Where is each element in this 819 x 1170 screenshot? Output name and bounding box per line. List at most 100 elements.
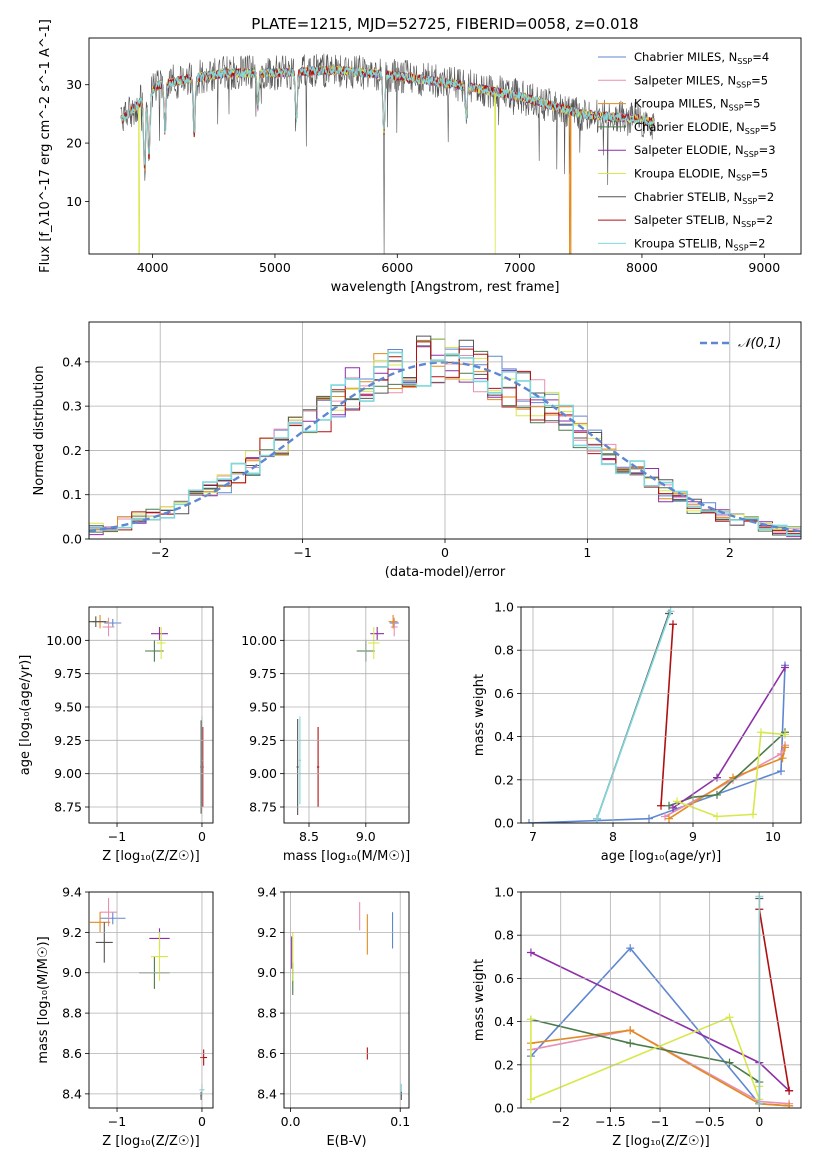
plot-area: [296, 615, 399, 815]
axes-massweight_vs_age: 7 8 9 10 0.0 0.2 0.4 0.6 0.8 1.0 age [log₁₀(age/yr…: [472, 600, 802, 864]
x-tick-label: 8.5: [299, 829, 319, 844]
errorbar-point-8: [200, 1049, 208, 1066]
x-tick-label: 0.0: [281, 1114, 301, 1129]
x-axis-label: Z [log₁₀(Z/Z☉)]: [612, 1134, 709, 1149]
legend-label-subscript: SSP: [734, 243, 749, 252]
axes-frame: [520, 891, 802, 1109]
weight-line-6: [530, 1016, 761, 1101]
errorbar-point-7: [316, 727, 320, 807]
weight-marker: [673, 797, 681, 806]
x-tick-label: 0: [198, 1114, 206, 1129]
y-tick-label: 0.8: [494, 928, 514, 943]
weight-line-4: [668, 731, 786, 807]
weight-marker: [526, 1015, 535, 1024]
y-tick-label: 0.0: [62, 532, 82, 547]
x-tick-label: 7000: [504, 260, 536, 275]
legend-label-text: Chabrier ELODIE, N: [634, 120, 745, 134]
x-tick-label: 7: [529, 829, 537, 844]
legend-label-subscript: SSP: [744, 150, 759, 159]
x-tick-label: −2: [551, 1114, 569, 1129]
weight-marker: [725, 1058, 734, 1067]
y-tick-label: 0.8: [494, 643, 514, 658]
errorbar-point-1: [100, 912, 126, 925]
weight-marker: [777, 767, 785, 776]
x-axis-label: wavelength [Angstrom, rest frame]: [331, 280, 560, 295]
legend-label-9: Kroupa STELIB, NSSP=2: [634, 236, 765, 252]
x-tick-label: −2: [151, 545, 169, 560]
errorbar-point-2: [102, 617, 115, 637]
weight-marker: [781, 730, 789, 739]
errorbar-point-8: [298, 716, 302, 805]
y-tick-label: 8.4: [257, 1086, 277, 1101]
y-tick-label: 9.0: [257, 965, 277, 980]
legend-label-text: Chabrier MILES, N: [634, 50, 737, 64]
legend-label-text: Kroupa STELIB, N: [634, 236, 734, 250]
weight-line-2: [530, 1029, 790, 1105]
weight-line-4: [530, 1018, 760, 1083]
x-tick-label: 9: [689, 829, 697, 844]
legend-label-1: Chabrier MILES, NSSP=4: [634, 50, 769, 66]
axes-massweight_vs_Z: −2 −1.5 −1 −0.5 0 0.0 0.2 0.4 0.6 0.8 1.0 Z [log₁₀(…: [472, 885, 802, 1149]
y-tick-label: 9.75: [249, 666, 277, 681]
weight-marker: [781, 743, 789, 752]
legend-label-n: =4: [752, 50, 769, 64]
axes-frame: [88, 891, 214, 1109]
x-tick-label: −0.5: [694, 1114, 724, 1129]
x-tick-label: −1: [108, 1114, 126, 1129]
weight-marker: [785, 1101, 794, 1108]
y-tick-label: 20: [66, 136, 82, 151]
x-axis-label: E(B-V): [326, 1134, 366, 1149]
axes-frame: [88, 606, 214, 824]
y-tick-label: 0.2: [62, 443, 82, 458]
y-tick-label: 0.0: [494, 1101, 514, 1116]
legend-label-n: =2: [749, 236, 766, 250]
legend-label-5: Salpeter ELODIE, NSSP=3: [634, 143, 776, 159]
y-axis-label: mass weight: [472, 674, 487, 756]
y-tick-label: 8.6: [257, 1046, 277, 1061]
weight-marker: [665, 801, 673, 810]
y-axis-label: age [log₁₀(age/yr)]: [18, 655, 33, 776]
weight-marker: [666, 607, 675, 616]
y-tick-label: 9.00: [54, 766, 82, 781]
y-tick-label: 9.4: [257, 885, 277, 900]
weight-marker: [713, 812, 721, 821]
y-tick-label: 8.8: [62, 1006, 82, 1021]
y-tick-label: 8.6: [62, 1046, 82, 1061]
weight-marker: [757, 728, 765, 737]
legend-label-4: Chabrier ELODIE, NSSP=5: [634, 120, 777, 136]
axes-frame: [88, 37, 802, 255]
errorbar-point-6: [156, 627, 166, 659]
weight-marker: [526, 948, 535, 957]
weight-marker: [749, 810, 757, 819]
legend-label-n: =2: [757, 190, 774, 204]
axes-residuals: −2 −1 0 1 2 0.0 0.1 0.2 0.3 0.4 (data-model)/error…: [32, 321, 802, 580]
weight-marker: [526, 1095, 535, 1104]
y-axis-label: Flux [f_λ10^-17 erg cm^-2 s^-1 A^-1]: [38, 19, 53, 273]
weight-line-9: [596, 611, 672, 819]
errorbar-point-6: [151, 932, 168, 981]
plot-area: [525, 607, 789, 823]
legend-label-n: =5: [751, 167, 768, 181]
axes-spectrum: 4000 5000 6000 7000 8000 9000 10 20 30 wavelength…: [38, 15, 802, 295]
y-axis-label: mass weight: [472, 959, 487, 1041]
legend-label-3: Kroupa MILES, NSSP=5: [634, 97, 760, 113]
y-tick-label: 9.4: [62, 885, 82, 900]
legend-label-subscript: SSP: [736, 80, 751, 89]
y-tick-label: 0.4: [494, 729, 514, 744]
x-axis-label: Z [log₁₀(Z/Z☉)]: [102, 849, 199, 864]
x-tick-label: 6000: [381, 260, 413, 275]
weight-line-1: [528, 665, 786, 823]
y-tick-label: 0.4: [62, 354, 82, 369]
legend-label-n: =3: [759, 143, 776, 157]
weight-marker: [665, 814, 673, 823]
y-tick-label: 1.0: [494, 600, 514, 615]
axes-age_vs_Z: −1 0 8.75 9.00 9.25 9.50 9.75 10.00 Z [log₁₀(Z/Z…: [18, 606, 214, 864]
x-tick-label: 5000: [259, 260, 291, 275]
weight-marker: [781, 663, 789, 672]
plot-area: [89, 615, 204, 814]
legend-label-text: Kroupa ELODIE, N: [634, 167, 736, 181]
legend-label-subscript: SSP: [736, 174, 751, 183]
y-tick-label: 8.4: [62, 1086, 82, 1101]
x-tick-label: 8000: [626, 260, 658, 275]
